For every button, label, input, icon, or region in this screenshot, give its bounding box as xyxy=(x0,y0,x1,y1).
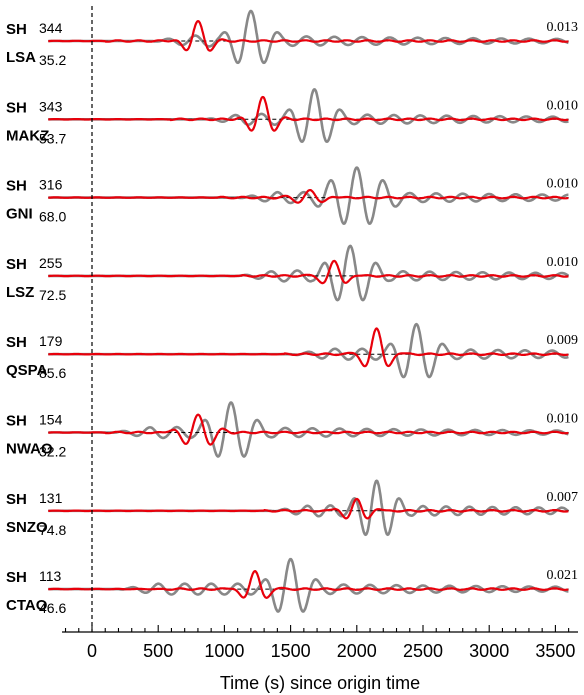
distance-label: 46.6 xyxy=(39,600,66,616)
distance-label: 74.8 xyxy=(39,522,66,538)
station-label: GNI xyxy=(6,206,33,223)
synthetic-waveform xyxy=(48,413,569,446)
distance-label: 35.2 xyxy=(39,52,66,68)
trace-nwao: SH NWAO 154 32.2 0.010 xyxy=(6,401,579,460)
tick-label: 0 xyxy=(87,641,97,661)
station-label: LSZ xyxy=(6,284,34,301)
tick-label: 1500 xyxy=(271,641,311,661)
component-label: SH xyxy=(6,334,27,351)
synthetic-waveform xyxy=(48,189,569,204)
synthetic-waveform xyxy=(48,19,569,52)
azimuth-label: 344 xyxy=(39,20,63,36)
trace-snzo: SH SNZO 131 74.8 0.007 xyxy=(6,479,579,538)
tick-label: 500 xyxy=(143,641,173,661)
component-label: SH xyxy=(6,256,27,273)
synthetic-waveform xyxy=(48,497,569,520)
tick-label: 1000 xyxy=(204,641,244,661)
distance-label: 85.6 xyxy=(39,365,66,381)
x-axis-title: Time (s) since origin time xyxy=(220,673,420,693)
azimuth-label: 154 xyxy=(39,412,63,428)
observed-waveform xyxy=(48,166,569,226)
distance-label: 68.0 xyxy=(39,209,66,225)
distance-label: 53.7 xyxy=(39,130,66,146)
azimuth-label: 179 xyxy=(39,333,63,349)
amplitude-label: 0.010 xyxy=(547,412,579,427)
synthetic-waveform xyxy=(48,95,569,132)
amplitude-label: 0.013 xyxy=(547,20,579,35)
station-label: QSPA xyxy=(6,362,48,379)
component-label: SH xyxy=(6,491,27,508)
observed-waveform xyxy=(48,244,569,302)
azimuth-label: 113 xyxy=(39,568,62,584)
azimuth-label: 131 xyxy=(39,490,63,506)
component-label: SH xyxy=(6,413,27,430)
amplitude-label: 0.010 xyxy=(547,98,579,113)
trace-gni: SH GNI 316 68.0 0.010 xyxy=(6,166,579,226)
tick-label: 3500 xyxy=(535,641,575,661)
component-label: SH xyxy=(6,99,27,116)
trace-qspa: SH QSPA 179 85.6 0.009 xyxy=(6,322,579,381)
trace-ctao: SH CTAO 113 46.6 0.021 xyxy=(6,557,579,616)
observed-waveform xyxy=(48,557,569,613)
station-label: NWAO xyxy=(6,441,53,458)
component-label: SH xyxy=(6,21,27,38)
azimuth-label: 343 xyxy=(39,98,63,114)
distance-label: 72.5 xyxy=(39,287,66,303)
observed-waveform xyxy=(48,9,569,65)
station-label: CTAO xyxy=(6,597,48,614)
observed-waveform xyxy=(48,88,569,144)
station-label: LSA xyxy=(6,49,36,66)
amplitude-label: 0.007 xyxy=(547,490,579,505)
amplitude-label: 0.021 xyxy=(547,568,579,583)
observed-waveform xyxy=(48,479,570,537)
x-axis-ticks: 0 500 1000 1500 2000 2500 3000 3500 xyxy=(64,625,575,661)
distance-label: 32.2 xyxy=(39,444,66,460)
observed-waveform xyxy=(48,322,569,379)
station-label: SNZO xyxy=(6,519,48,536)
x-axis: 0 500 1000 1500 2000 2500 3000 3500 Time (s) si… xyxy=(62,625,578,693)
tick-label: 2500 xyxy=(403,641,443,661)
component-label: SH xyxy=(6,178,27,195)
tick-label: 3000 xyxy=(469,641,509,661)
amplitude-label: 0.010 xyxy=(547,255,579,270)
azimuth-label: 255 xyxy=(39,255,63,271)
tick-label: 2000 xyxy=(337,641,377,661)
component-label: SH xyxy=(6,569,27,586)
synthetic-waveform xyxy=(48,259,569,285)
trace-lsz: SH LSZ 255 72.5 0.010 xyxy=(6,244,579,303)
azimuth-label: 316 xyxy=(39,177,63,193)
synthetic-waveform xyxy=(48,569,569,599)
synthetic-waveform xyxy=(48,327,569,368)
amplitude-label: 0.009 xyxy=(547,333,579,348)
station-label: MAKZ xyxy=(6,127,49,144)
amplitude-label: 0.010 xyxy=(547,177,579,192)
observed-waveform xyxy=(48,401,569,458)
trace-makz: SH MAKZ 343 53.7 0.010 xyxy=(6,88,579,146)
